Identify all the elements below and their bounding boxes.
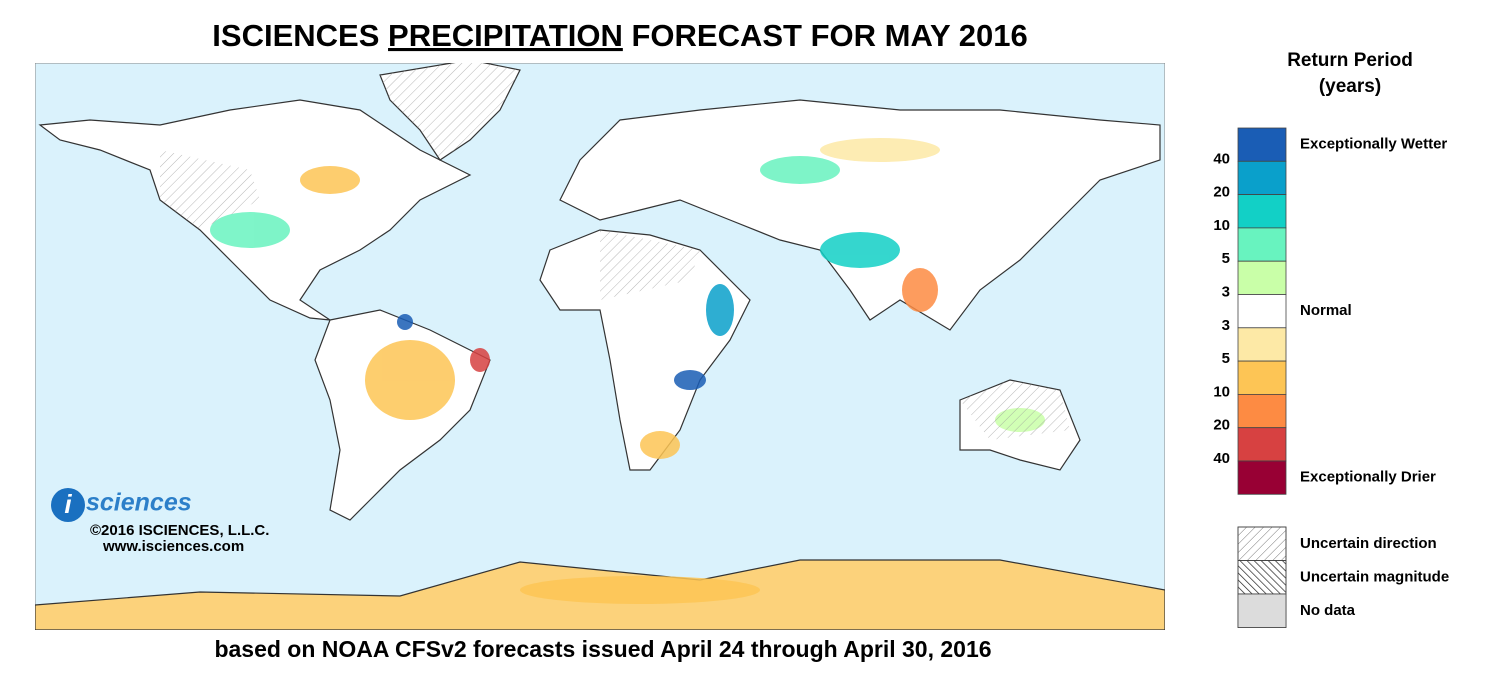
- pattern-swatch: [1237, 560, 1287, 595]
- pattern-swatch: [1237, 526, 1287, 561]
- title-suffix: FORECAST FOR MAY 2016: [631, 18, 1027, 53]
- pattern-label: No data: [1300, 602, 1356, 619]
- legend-title: Return Period: [1287, 50, 1413, 71]
- legend-swatch: [1237, 327, 1287, 362]
- legend-swatch: [1237, 194, 1287, 229]
- legend-swatch: [1237, 360, 1287, 395]
- title-prefix: ISCIENCES: [212, 18, 379, 53]
- legend-label: Normal: [1300, 302, 1352, 319]
- logo-copyright: ©2016 ISCIENCES, L.L.C.: [90, 522, 269, 539]
- legend-tick: 10: [1213, 217, 1230, 234]
- pattern-swatch: [1237, 593, 1287, 628]
- legend-swatch: [1237, 427, 1287, 462]
- pattern-label: Uncertain direction: [1300, 535, 1437, 552]
- legend-tick: 40: [1213, 150, 1230, 167]
- logo-url: www.isciences.com: [102, 538, 244, 555]
- north-america: [38, 99, 472, 321]
- logo-word: sciences: [86, 489, 192, 517]
- legend-tick: 40: [1213, 450, 1230, 467]
- legend-swatch: [1237, 460, 1287, 495]
- legend-title: (years): [1319, 76, 1381, 97]
- legend-label: Exceptionally Drier: [1300, 469, 1436, 486]
- legend-swatch: [1237, 160, 1287, 196]
- legend-tick: 5: [1222, 250, 1230, 267]
- legend-tick: 3: [1222, 283, 1230, 300]
- title: ISCIENCES PRECIPITATION FORECAST FOR MAY…: [212, 18, 1027, 53]
- legend-swatch: [1237, 294, 1287, 329]
- title-emphasis: PRECIPITATION: [388, 18, 623, 53]
- legend-tick: 20: [1213, 184, 1230, 201]
- logo-circle: [51, 488, 85, 522]
- map: [35, 63, 1165, 630]
- legend-swatch: [1237, 393, 1287, 429]
- legend-tick: 3: [1222, 317, 1230, 334]
- uncertain-areas: [160, 63, 1070, 440]
- subtitle: based on NOAA CFSv2 forecasts issued Apr…: [214, 636, 991, 662]
- legend-tick: 10: [1213, 383, 1230, 400]
- pattern-label: Uncertain magnitude: [1300, 568, 1449, 585]
- legend-label: Exceptionally Wetter: [1300, 136, 1447, 153]
- logo: i sciences ©2016 ISCIENCES, L.L.C. www.i…: [51, 488, 269, 555]
- logo-mark: i: [64, 489, 72, 519]
- legend-swatch: [1237, 227, 1287, 262]
- legend-swatch: [1237, 260, 1287, 295]
- eurasia: [559, 99, 1161, 331]
- legend: Return Period (years) 40 20 10 5 3 3 5 10 20 40 Ex…: [1213, 50, 1449, 628]
- legend-tick: 5: [1222, 350, 1230, 367]
- legend-tick: 20: [1213, 417, 1230, 434]
- legend-swatch: [1237, 127, 1287, 162]
